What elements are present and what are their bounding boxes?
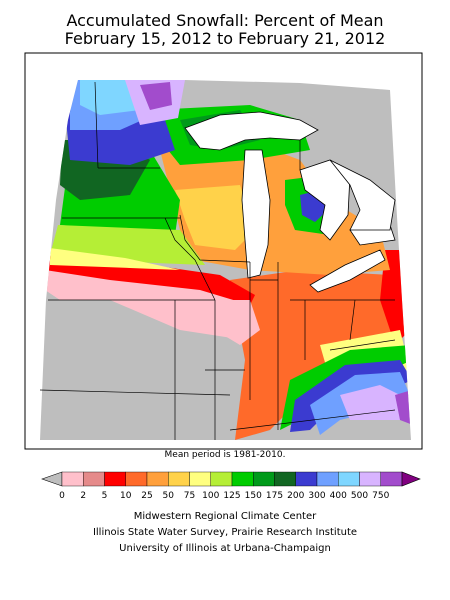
- legend: 0 2 5 10 25 50 75 100 125 150 175 200 300 400 500 750: [41, 471, 421, 501]
- legend-label: 2: [80, 491, 86, 501]
- legend-label: 175: [266, 491, 283, 501]
- field-iowa-pink: [210, 300, 260, 345]
- legend-label: 125: [223, 491, 240, 501]
- legend-label: 10: [120, 491, 132, 501]
- great-lakes: [184, 111, 396, 293]
- legend-label: 500: [351, 491, 368, 501]
- legend-swatch: [380, 471, 403, 487]
- legend-swatch: [338, 471, 360, 487]
- legend-label: 400: [330, 491, 347, 501]
- legend-label: 0: [59, 491, 65, 501]
- credit-isws: Illinois State Water Survey, Prairie Res…: [92, 527, 358, 538]
- legend-label: 750: [372, 491, 389, 501]
- mean-period-note: Mean period is 1981-2010.: [164, 450, 286, 460]
- credit-uiuc: University of Illinois at Urbana-Champai…: [119, 543, 331, 554]
- legend-swatch: [253, 471, 275, 487]
- legend-swatch: [295, 471, 318, 487]
- field-nw-purple: [140, 82, 172, 110]
- field-se-lavender: [340, 385, 411, 420]
- field-west-red: [45, 255, 255, 305]
- map-date-range: February 15, 2012 to February 21, 2012: [64, 29, 386, 48]
- legend-swatch: [189, 471, 211, 487]
- legend-swatch: [168, 471, 190, 487]
- legend-swatch: [104, 471, 126, 487]
- legend-label: 5: [102, 491, 108, 501]
- legend-swatch: [83, 471, 105, 487]
- legend-swatch: [61, 471, 84, 487]
- legend-label: 75: [184, 491, 195, 501]
- credit-mrcc: Midwestern Regional Climate Center: [133, 511, 317, 522]
- legend-label: 25: [141, 491, 152, 501]
- legend-swatch: [316, 471, 339, 487]
- legend-label: 300: [308, 491, 325, 501]
- legend-above-arrow: [401, 471, 421, 487]
- legend-label: 200: [287, 491, 304, 501]
- lake-michigan: [241, 149, 271, 279]
- border-lines: [39, 81, 396, 440]
- field-wi-yellow: [175, 185, 255, 250]
- lake-erie: [309, 249, 386, 293]
- legend-below-arrow: [41, 471, 63, 487]
- state-borders: [39, 81, 396, 440]
- field-south-orange: [230, 270, 405, 440]
- georgian-bay: [329, 159, 396, 231]
- legend-swatch: [210, 471, 233, 487]
- legend-label: 50: [163, 491, 175, 501]
- legend-swatch: [274, 471, 296, 487]
- legend-swatch: [125, 471, 148, 487]
- legend-label: 100: [202, 491, 219, 501]
- legend-swatch: [231, 471, 254, 487]
- field-nd-yellow: [50, 248, 180, 270]
- map-title: Accumulated Snowfall: Percent of Mean: [66, 11, 384, 30]
- legend-swatch: [146, 471, 169, 487]
- legend-swatch: [359, 471, 381, 487]
- legend-label: 150: [245, 491, 262, 501]
